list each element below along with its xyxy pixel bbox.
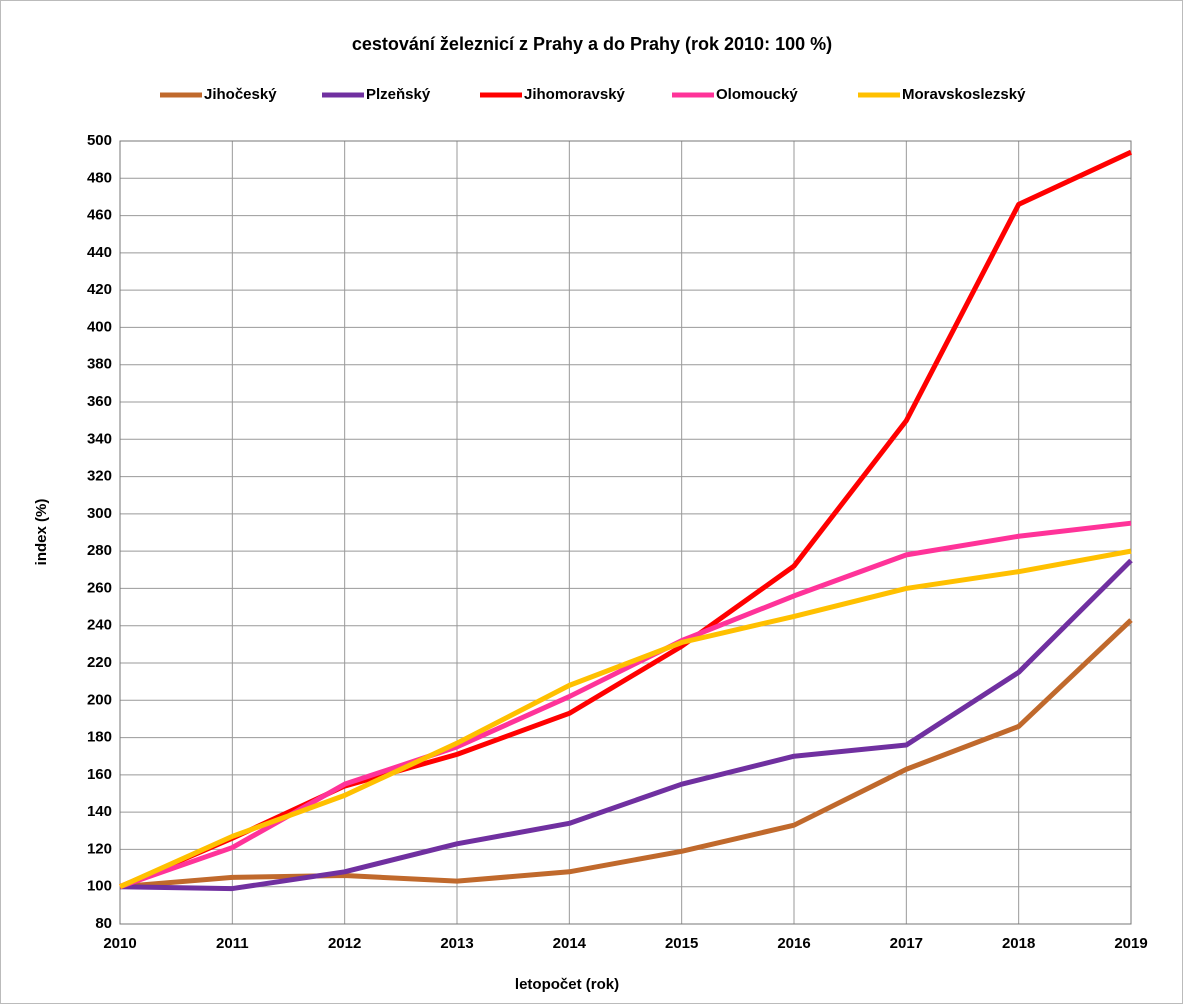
y-tick-label: 420 [87,281,112,298]
series-line [118,548,1132,889]
y-tick-label: 140 [87,803,112,820]
x-tick-label: 2015 [665,935,698,952]
x-tick-label: 2011 [216,935,249,952]
legend-label: Moravskoslezský [902,86,1026,103]
y-tick-label: 300 [87,505,112,522]
y-tick-label: 400 [87,318,112,335]
x-tick-label: 2013 [440,935,473,952]
y-tick-label: 500 [87,132,112,149]
x-tick-label: 2010 [103,935,136,952]
y-tick-label: 480 [87,169,112,186]
x-tick-label: 2017 [890,935,923,952]
legend-label: Jihočeský [204,86,277,103]
legend-label: Olomoucký [716,86,798,103]
y-tick-label: 220 [87,654,112,671]
y-tick-label: 460 [87,207,112,224]
y-tick-label: 200 [87,691,112,708]
legend-label: Jihomoravský [524,86,626,103]
x-tick-label: 2014 [553,935,587,952]
x-tick-label: 2016 [777,935,810,952]
y-tick-label: 360 [87,393,112,410]
series-line [119,558,1133,892]
plot-frame [119,140,1132,925]
y-axis-title: index (%) [33,499,50,566]
y-tick-label: 240 [87,617,112,634]
y-tick-label: 320 [87,468,112,485]
y-tick-label: 180 [87,729,112,746]
y-tick-label: 440 [87,244,112,261]
x-tick-label: 2018 [1002,935,1035,952]
series-line [119,149,1133,890]
y-tick-label: 120 [87,840,112,857]
series-line [119,618,1133,890]
x-tick-label: 2012 [328,935,361,952]
y-tick-label: 280 [87,542,112,559]
y-tick-label: 260 [87,579,112,596]
x-axis-title: letopočet (rok) [515,976,619,993]
x-tick-label: 2019 [1114,935,1147,952]
y-tick-label: 160 [87,766,112,783]
y-tick-label: 380 [87,356,112,373]
y-tick-label: 340 [87,430,112,447]
y-tick-label: 100 [87,878,112,895]
chart-title: cestování železnicí z Prahy a do Prahy (… [352,34,832,54]
y-tick-label: 80 [95,915,112,932]
legend-label: Plzeňský [366,86,431,103]
